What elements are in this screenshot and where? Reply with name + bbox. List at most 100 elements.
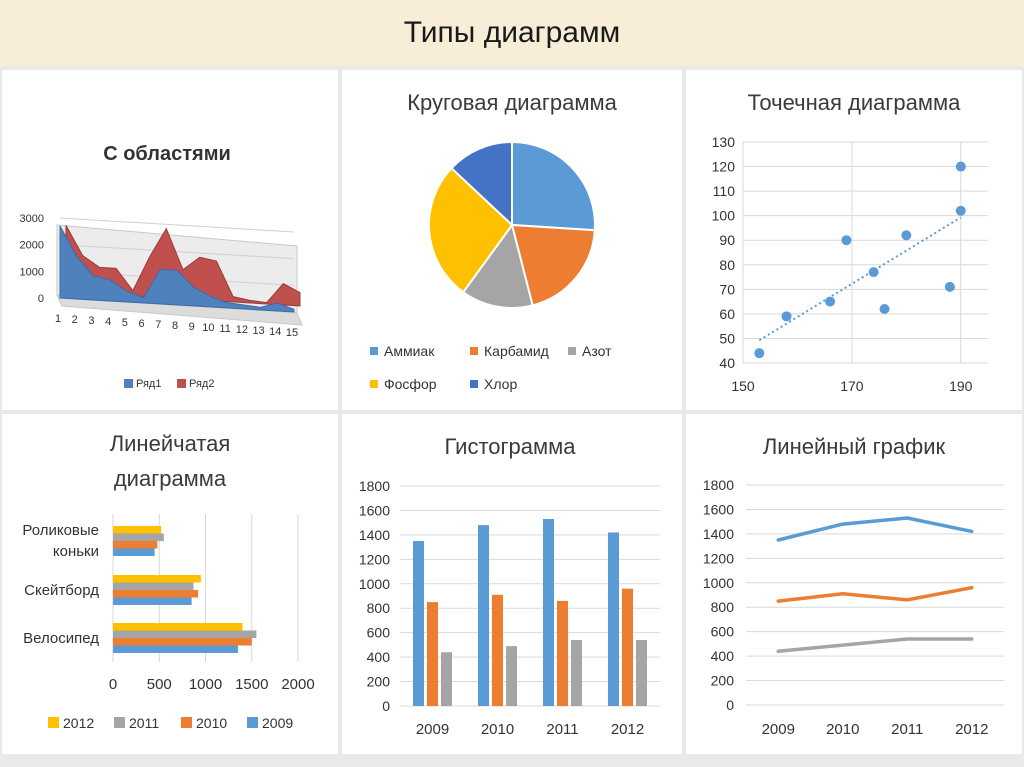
area-xtick-label: 7 bbox=[155, 319, 161, 331]
area-gridline bbox=[59, 217, 295, 233]
scatter-ytick-label: 50 bbox=[719, 330, 735, 346]
scatter-point bbox=[955, 205, 966, 216]
line-series-2 bbox=[776, 585, 974, 603]
hbar-bar-2009 bbox=[113, 548, 155, 556]
area-xtick-label: 8 bbox=[172, 320, 178, 332]
hbar-chart-title-line1: Линейчатая bbox=[110, 431, 231, 456]
column-bar bbox=[492, 594, 503, 706]
legend-label-ammiak: Аммиак bbox=[384, 343, 435, 359]
hbar-bar-2012 bbox=[113, 575, 201, 583]
scatter-xtick-label: 170 bbox=[840, 378, 864, 394]
line-ytick-label: 0 bbox=[726, 697, 734, 713]
legend-swatch-azot bbox=[568, 347, 576, 355]
scatter-ytick-label: 40 bbox=[719, 355, 735, 371]
hbar-bar-2012 bbox=[113, 526, 162, 534]
legend-swatch-2010 bbox=[181, 717, 192, 728]
area-ytick-label: 2000 bbox=[20, 240, 44, 252]
pie-chart-title: Круговая диаграмма bbox=[407, 90, 617, 115]
area-xtick-label: 3 bbox=[88, 315, 94, 327]
hbar-bar-2011 bbox=[113, 533, 164, 541]
hbar-bar-2010 bbox=[113, 638, 252, 646]
legend-swatch-2011 bbox=[114, 717, 125, 728]
column-ytick-label: 1600 bbox=[359, 502, 390, 518]
line-series-1 bbox=[776, 516, 974, 542]
area-xtick-label: 5 bbox=[122, 317, 128, 329]
legend-swatch-khlor bbox=[470, 380, 478, 388]
legend-label-azot: Азот bbox=[582, 343, 612, 359]
hbar-chart-panel: Линейчатая диаграмма Роликовые коньки Скей… bbox=[2, 414, 338, 754]
pie-slice-2 bbox=[510, 223, 596, 307]
scatter-chart-title: Точечная диаграмма bbox=[748, 90, 961, 115]
area-chart-panel: С областями 0 1000 2000 3000 1 2 3 4 5 6 7 8 9 10 11 1… bbox=[2, 70, 338, 410]
area-xtick-label: 14 bbox=[269, 326, 281, 338]
hbar-category-label: Скейтборд bbox=[24, 582, 99, 599]
pie-slice-3 bbox=[461, 222, 534, 309]
legend-swatch-2009 bbox=[247, 717, 258, 728]
legend-label-karbamid: Карбамид bbox=[484, 343, 549, 359]
area-xtick-label: 15 bbox=[286, 327, 298, 339]
column-chart: Гистограмма 0 200 400 600 800 1000 1200 1400 160… bbox=[359, 434, 660, 738]
column-bar bbox=[571, 640, 582, 706]
area-ytick-label: 0 bbox=[38, 293, 44, 305]
line-xtick-label: 2010 bbox=[826, 721, 859, 738]
pie-chart-panel: Круговая диаграмма Аммиак Карбамид Азот … bbox=[342, 70, 682, 410]
line-ytick-label: 1600 bbox=[703, 501, 734, 517]
area-xtick-label: 10 bbox=[202, 322, 214, 334]
hbar-xtick-label: 0 bbox=[109, 676, 117, 693]
area-xtick-label: 6 bbox=[139, 318, 145, 330]
legend-swatch-ryad2 bbox=[177, 379, 186, 388]
scatter-point bbox=[841, 235, 852, 246]
column-ytick-label: 600 bbox=[367, 625, 391, 641]
line-ytick-label: 1200 bbox=[703, 550, 734, 566]
area-series-2 bbox=[65, 225, 301, 307]
hbar-bar-2012 bbox=[113, 623, 243, 631]
line-ytick-label: 600 bbox=[711, 624, 735, 640]
line-ytick-label: 200 bbox=[711, 673, 735, 689]
legend-swatch-karbamid bbox=[470, 347, 478, 355]
scatter-point bbox=[955, 161, 966, 172]
scatter-point bbox=[868, 267, 879, 278]
column-xtick-label: 2010 bbox=[481, 721, 514, 738]
column-bar bbox=[636, 640, 647, 706]
hbar-bar-2010 bbox=[113, 541, 158, 549]
column-xtick-label: 2012 bbox=[611, 721, 644, 738]
hbar-bar-2011 bbox=[113, 630, 257, 638]
line-ytick-label: 800 bbox=[711, 599, 735, 615]
hbar-chart: Линейчатая диаграмма Роликовые коньки Скей… bbox=[22, 431, 314, 731]
pie-slice-1 bbox=[511, 140, 596, 232]
scatter-point bbox=[901, 230, 912, 241]
scatter-ytick-label: 130 bbox=[712, 134, 736, 150]
line-chart: Линейный график 0 200 400 600 800 1000 1200 140… bbox=[703, 434, 1004, 738]
scatter-xtick-label: 150 bbox=[731, 378, 755, 394]
legend-label-2011: 2011 bbox=[129, 715, 159, 731]
header-banner: Типы диаграмм bbox=[0, 0, 1024, 66]
column-bar bbox=[557, 600, 568, 706]
scatter-point bbox=[879, 303, 890, 314]
area-xtick-label: 9 bbox=[189, 321, 195, 333]
scatter-ytick-label: 80 bbox=[719, 257, 735, 273]
hbar-bar-2010 bbox=[113, 590, 199, 598]
column-xtick-label: 2009 bbox=[416, 721, 449, 738]
legend-label-khlor: Хлор bbox=[484, 376, 517, 392]
column-bar bbox=[622, 588, 633, 706]
hbar-xtick-label: 1500 bbox=[235, 676, 268, 693]
scatter-point bbox=[781, 311, 792, 322]
area-xtick-label: 4 bbox=[105, 316, 111, 328]
scatter-chart-panel: Точечная диаграмма 40 50 60 70 80 90 100 110 120… bbox=[686, 70, 1022, 410]
hbar-bar-2011 bbox=[113, 582, 194, 590]
hbar-category-label: коньки bbox=[53, 543, 99, 560]
hbar-bar-2009 bbox=[113, 597, 192, 605]
legend-label-2010: 2010 bbox=[196, 715, 227, 731]
scatter-point bbox=[754, 348, 765, 359]
legend-swatch-ammiak bbox=[370, 347, 378, 355]
area-chart-title: С областями bbox=[103, 143, 231, 165]
column-bar bbox=[478, 525, 489, 706]
hbar-category-label: Роликовые bbox=[22, 522, 99, 539]
legend-swatch-ryad1 bbox=[124, 379, 133, 388]
column-xtick-label: 2011 bbox=[546, 721, 578, 738]
area-xtick-label: 11 bbox=[219, 323, 230, 335]
column-ytick-label: 400 bbox=[367, 649, 391, 665]
column-chart-title: Гистограмма bbox=[444, 434, 576, 459]
legend-swatch-2012 bbox=[48, 717, 59, 728]
